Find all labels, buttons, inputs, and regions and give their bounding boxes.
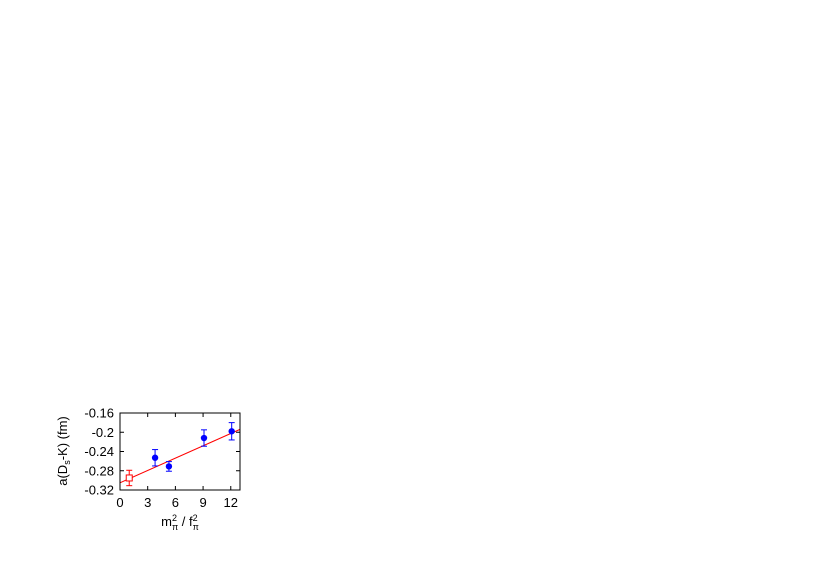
- plot-frame: [119, 412, 241, 491]
- x-tick-label: 0: [116, 495, 123, 510]
- data-point: [165, 463, 173, 470]
- fit-line: [119, 428, 241, 484]
- y-tick-label: -0.16: [84, 406, 114, 421]
- x-tick-label: 12: [224, 495, 238, 510]
- y-tick-label: -0.24: [84, 444, 114, 459]
- data-point: [228, 428, 235, 435]
- x-tick-label: 6: [172, 495, 179, 510]
- data-point: [125, 474, 133, 482]
- y-tick-label: -0.2: [92, 425, 114, 440]
- x-tick-label: 3: [144, 495, 151, 510]
- x-tick-label: 9: [199, 495, 206, 510]
- x-axis-label: m2 π / f2 π: [161, 513, 199, 532]
- y-tick-label: -0.32: [84, 483, 114, 498]
- y-tick-label: -0.28: [84, 463, 114, 478]
- y-axis-label: a(Ds-K) (fm): [55, 416, 72, 486]
- data-point: [200, 434, 208, 442]
- data-point: [151, 454, 159, 461]
